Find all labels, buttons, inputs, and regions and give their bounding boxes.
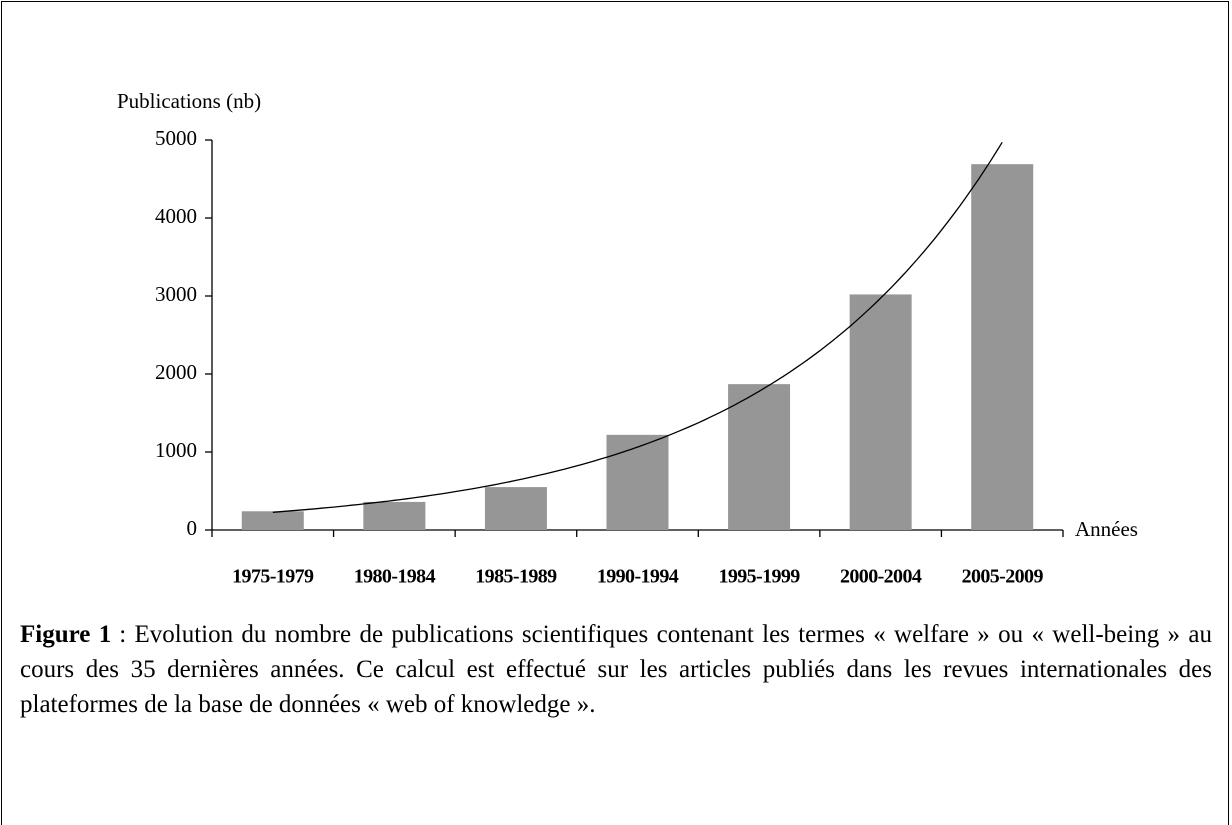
caption: Figure 1: Evolution du nombre de publica… (20, 617, 1212, 722)
y-tick-label: 0 (187, 516, 198, 540)
caption-text: : Evolution du nombre de publications sc… (20, 621, 1212, 718)
bar (363, 501, 426, 530)
x-tick-label: 1975-1979 (232, 566, 314, 588)
y-tick-label: 4000 (155, 204, 197, 228)
bar (241, 511, 304, 530)
x-tick-label: 2000-2004 (840, 566, 922, 588)
bar (728, 384, 791, 530)
x-tick-label: 1980-1984 (354, 566, 436, 588)
trendline (272, 141, 1003, 513)
y-tick-label: 5000 (155, 126, 197, 150)
bar (849, 294, 912, 530)
caption-label: Figure 1 (20, 621, 112, 648)
y-tick-label: 1000 (155, 438, 197, 462)
x-tick-label: 1990-1994 (597, 566, 679, 588)
x-tick-label: 1995-1999 (718, 566, 800, 588)
y-tick-label: 3000 (155, 282, 197, 306)
bar (484, 487, 547, 530)
bar (971, 164, 1034, 530)
chart: Publications (nb) Années 0 1000 2000 3000 40… (117, 89, 1138, 588)
x-axis-label: Années (1075, 517, 1138, 541)
y-tick-label: 2000 (155, 360, 197, 384)
y-axis-label: Publications (nb) (117, 89, 261, 113)
x-tick-label: 1985-1989 (475, 566, 557, 588)
bar (606, 434, 669, 530)
x-tick-label: 2005-2009 (962, 566, 1044, 588)
